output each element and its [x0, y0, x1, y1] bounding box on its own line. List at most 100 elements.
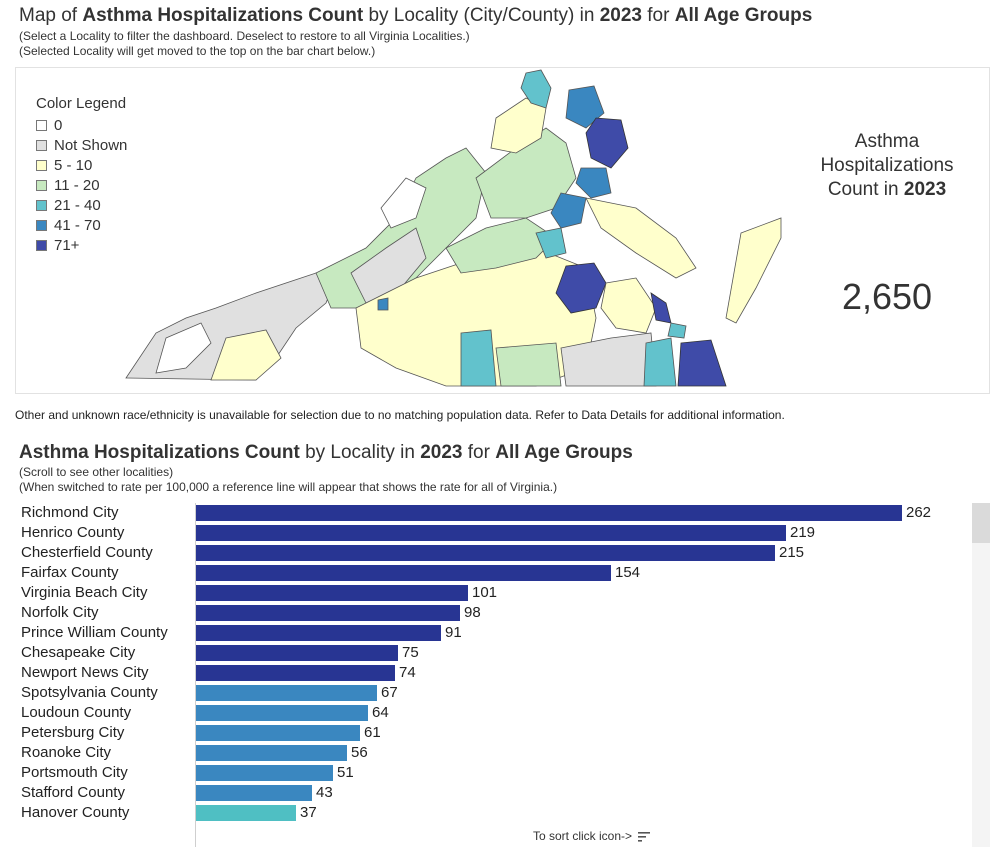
- map-locality-southside-teal[interactable]: [460, 329, 497, 387]
- map-locality-henrico-richmond[interactable]: [555, 262, 607, 314]
- bar-row[interactable]: Fairfax County 154: [15, 563, 975, 583]
- bar-category-label: Loudoun County: [21, 704, 132, 721]
- bar-row[interactable]: Virginia Beach City 101: [15, 583, 975, 603]
- map-locality-southwest-2[interactable]: [210, 329, 282, 381]
- bar-chart-title: Asthma Hospitalizations Count by Localit…: [19, 442, 633, 463]
- bar-value-label: 262: [906, 504, 932, 521]
- map-locality-southside-green[interactable]: [495, 342, 562, 387]
- bar[interactable]: [196, 805, 296, 821]
- bar-value-label: 91: [445, 624, 462, 641]
- bar-value-label: 61: [364, 724, 381, 741]
- map-locality-shenandoah-yellow[interactable]: [490, 97, 547, 154]
- bar-category-label: Chesapeake City: [21, 644, 136, 661]
- bar[interactable]: [196, 545, 775, 561]
- map-locality-virginia-beach[interactable]: [677, 339, 727, 387]
- bar-row[interactable]: Henrico County 219: [15, 523, 975, 543]
- bar-row[interactable]: Norfolk City 98: [15, 603, 975, 623]
- legend-item: 21 - 40: [36, 195, 127, 215]
- sort-icon[interactable]: [638, 831, 651, 842]
- sort-hint: To sort click icon->: [533, 829, 651, 843]
- bar-value-label: 101: [472, 584, 498, 601]
- bar[interactable]: [196, 625, 441, 641]
- bar-category-label: Spotsylvania County: [21, 684, 158, 701]
- legend-item: 5 - 10: [36, 155, 127, 175]
- bar[interactable]: [196, 685, 377, 701]
- bar-row[interactable]: Chesterfield County 215: [15, 543, 975, 563]
- map-title: Map of Asthma Hospitalizations Count by …: [19, 5, 813, 26]
- bar-subtitle-scroll: (Scroll to see other localities): [19, 465, 174, 479]
- bar-row[interactable]: Portsmouth City 51: [15, 763, 975, 783]
- bar-chart[interactable]: Richmond City 262 Henrico County 219 Chester…: [15, 503, 990, 847]
- kpi-label-line1: Asthma: [854, 131, 920, 152]
- map-locality-prince-william[interactable]: [575, 167, 612, 199]
- bar[interactable]: [196, 725, 360, 741]
- bar-category-label: Norfolk City: [21, 604, 99, 621]
- legend-item: 71+: [36, 235, 127, 255]
- legend-label: 5 - 10: [54, 156, 93, 174]
- legend-item: 11 - 20: [36, 175, 127, 195]
- virginia-locality-map[interactable]: [116, 68, 796, 393]
- map-locality-west-white-2[interactable]: [380, 177, 427, 229]
- map-locality-stafford[interactable]: [550, 192, 587, 229]
- bar[interactable]: [196, 525, 786, 541]
- bar-category-label: Henrico County: [21, 524, 125, 541]
- map-locality-tidewater-yellow[interactable]: [600, 277, 657, 334]
- bar-row[interactable]: Chesapeake City 75: [15, 643, 975, 663]
- bar-row[interactable]: Spotsylvania County 67: [15, 683, 975, 703]
- bar-row[interactable]: Loudoun County 64: [15, 703, 975, 723]
- bar[interactable]: [196, 565, 611, 581]
- bar[interactable]: [196, 645, 398, 661]
- bar-row[interactable]: Hanover County 37: [15, 803, 975, 823]
- bar[interactable]: [196, 765, 333, 781]
- bar[interactable]: [196, 505, 902, 521]
- legend-swatch: [36, 139, 47, 151]
- legend-swatch: [36, 219, 47, 231]
- map-panel: Color Legend 0 Not Shown 5 - 10 11 - 20 21 -…: [15, 67, 990, 394]
- bar-row[interactable]: Richmond City 262: [15, 503, 975, 523]
- map-locality-west-white[interactable]: [155, 322, 212, 374]
- legend-label: 21 - 40: [54, 196, 101, 214]
- scrollbar-thumb[interactable]: [972, 503, 990, 543]
- bar[interactable]: [196, 605, 460, 621]
- legend-label: 0: [54, 116, 63, 134]
- legend-swatch: [36, 239, 47, 251]
- bar-row[interactable]: Petersburg City 61: [15, 723, 975, 743]
- map-locality-newport-news[interactable]: [650, 292, 672, 324]
- map-subtitle-select: (Select a Locality to filter the dashboa…: [19, 29, 470, 43]
- bar-row[interactable]: Prince William County 91: [15, 623, 975, 643]
- bar-value-label: 75: [402, 644, 419, 661]
- bar-chart-scrollbar[interactable]: [972, 503, 990, 847]
- bar-value-label: 56: [351, 744, 368, 761]
- map-locality-hampton-teal[interactable]: [667, 322, 687, 339]
- map-locality-eastern-shore[interactable]: [725, 217, 782, 324]
- kpi-total-value: 2,650: [841, 276, 933, 317]
- map-locality-frederick-teal[interactable]: [520, 69, 552, 109]
- legend-item: 41 - 70: [36, 215, 127, 235]
- bar-value-label: 74: [399, 664, 416, 681]
- map-locality-suffolk-teal[interactable]: [643, 337, 677, 387]
- bar[interactable]: [196, 585, 468, 601]
- bar[interactable]: [196, 705, 368, 721]
- kpi-label-line2: Hospitalizations: [820, 155, 954, 176]
- legend-label: 71+: [54, 236, 80, 254]
- bar-row[interactable]: Roanoke City 56: [15, 743, 975, 763]
- map-locality-spotsylvania[interactable]: [535, 227, 567, 259]
- bar-value-label: 98: [464, 604, 481, 621]
- legend-label: 11 - 20: [54, 176, 100, 194]
- bar-category-label: Fairfax County: [21, 564, 119, 581]
- bar-category-label: Hanover County: [21, 804, 130, 821]
- map-locality-fairfax[interactable]: [585, 117, 629, 169]
- map-locality-northern-neck[interactable]: [585, 197, 697, 279]
- bar-value-label: 67: [381, 684, 398, 701]
- bar-subtitle-rate: (When switched to rate per 100,000 a ref…: [19, 480, 558, 494]
- bar[interactable]: [196, 665, 395, 681]
- kpi-label: Asthma Hospitalizations Count in 2023: [806, 130, 968, 202]
- map-locality-roanoke[interactable]: [377, 297, 389, 311]
- bar-row[interactable]: Newport News City 74: [15, 663, 975, 683]
- bar-category-label: Stafford County: [21, 784, 125, 801]
- bar-value-label: 37: [300, 804, 317, 821]
- bar-row[interactable]: Stafford County 43: [15, 783, 975, 803]
- bar-value-label: 51: [337, 764, 354, 781]
- bar[interactable]: [196, 785, 312, 801]
- bar[interactable]: [196, 745, 347, 761]
